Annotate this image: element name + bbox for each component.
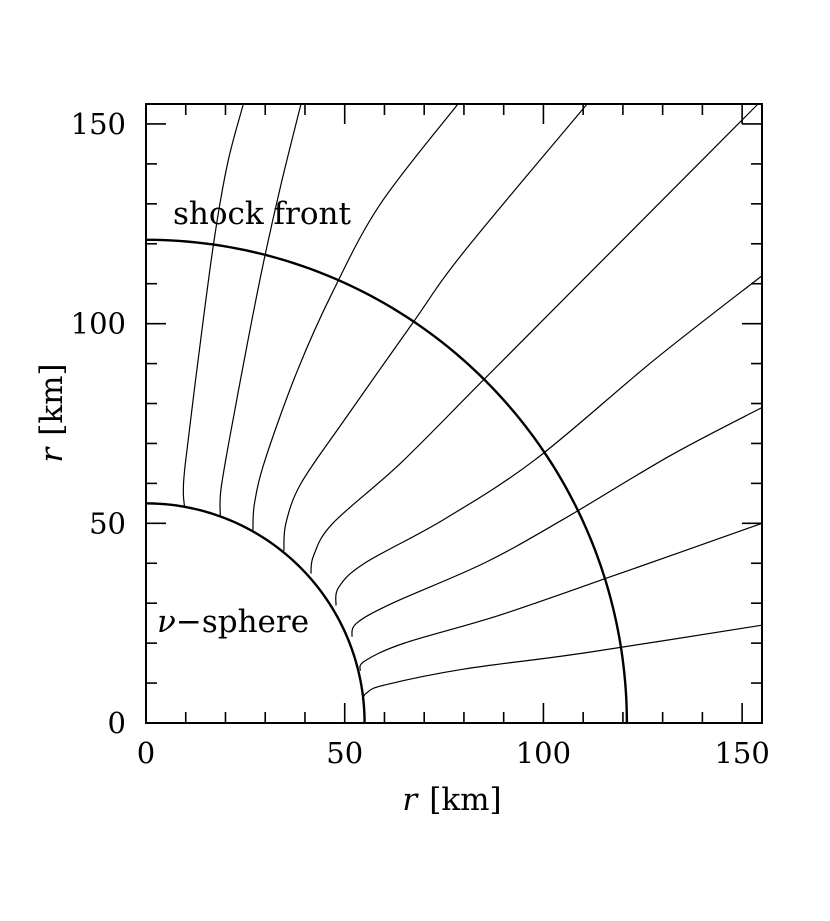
streamline-3	[252, 103, 459, 532]
y-axis-unit: [km]	[34, 363, 70, 435]
streamline-1	[182, 103, 244, 508]
x-tick-label-0: 0	[137, 736, 155, 770]
shock-front-label: shock front	[173, 196, 351, 232]
y-tick-label-100: 100	[71, 307, 126, 341]
y-axis-symbol: r	[34, 446, 70, 463]
streamline-8	[359, 522, 763, 671]
y-tick-label-50: 50	[89, 506, 126, 540]
x-axis-title: r [km]	[402, 782, 501, 818]
plot-marks	[145, 103, 763, 724]
x-tick-label-50: 50	[326, 736, 363, 770]
axis-ticks	[145, 104, 762, 724]
nu-symbol: ν	[157, 604, 176, 640]
streamline-5	[310, 103, 759, 574]
streamline-2	[219, 103, 302, 517]
x-tick-label-150: 150	[714, 736, 769, 770]
streamline-6	[335, 275, 763, 606]
x-tick-label-100: 100	[516, 736, 571, 770]
plot-frame	[145, 103, 763, 724]
shock-front-boundary	[145, 238, 629, 724]
streamline-9	[361, 624, 763, 701]
y-tick-label-0: 0	[108, 706, 126, 740]
nu-sphere-label: ν−sphere	[157, 604, 309, 640]
streamline-4	[283, 103, 588, 551]
x-axis-unit: [km]	[429, 782, 501, 818]
tick-labels: 0 50 100 150 0 50 100 150	[71, 107, 770, 770]
y-axis-title: r [km]	[34, 363, 70, 462]
nu-sphere-suffix: −sphere	[176, 604, 309, 640]
nu-sphere-boundary	[145, 502, 366, 724]
y-tick-label-150: 150	[71, 107, 126, 141]
streamline-7	[351, 406, 763, 637]
x-axis-symbol: r	[402, 782, 419, 818]
